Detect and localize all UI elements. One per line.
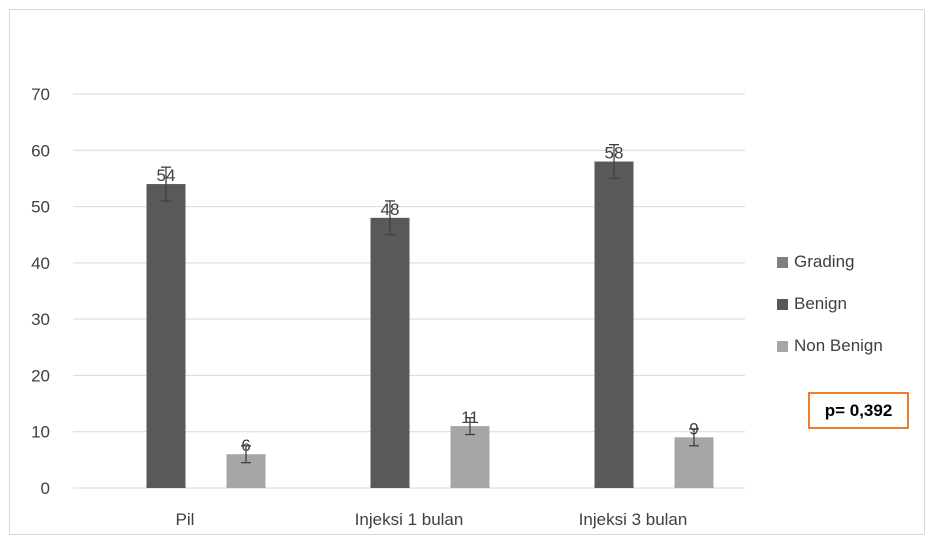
data-label: 54: [157, 166, 176, 185]
bars: [146, 161, 714, 489]
error-bar: [161, 166, 171, 202]
x-axis-ticks: Pil Injeksi 1 bulan Injeksi 3 bulan: [176, 510, 688, 529]
y-tick-label: 30: [31, 310, 50, 329]
data-label: 58: [605, 144, 624, 163]
data-labels: 54 6 48 11 58 9: [157, 144, 699, 456]
error-bar: [385, 200, 395, 236]
legend-label-grading: Grading: [794, 252, 855, 271]
error-bar: [241, 445, 251, 464]
p-value-annotation: p= 0,392: [808, 392, 909, 429]
error-bar: [689, 428, 699, 447]
data-label: 11: [461, 408, 479, 427]
error-bars: [161, 144, 699, 464]
legend-item-non-benign: Non Benign: [777, 336, 883, 356]
legend-swatch-non-benign: [777, 340, 788, 352]
y-axis-ticks: 0 10 20 30 40 50 60 70: [31, 85, 50, 498]
y-tick-label: 60: [31, 141, 50, 160]
y-tick-label: 10: [31, 423, 50, 442]
legend-swatch-benign: [777, 298, 788, 310]
legend-item-benign: Benign: [777, 294, 883, 314]
y-tick-label: 0: [41, 479, 50, 498]
bar-benign: [594, 161, 634, 489]
x-tick-label: Injeksi 3 bulan: [579, 510, 688, 529]
data-label: 48: [381, 200, 400, 219]
error-bar: [609, 144, 619, 180]
error-bar: [465, 416, 475, 436]
y-tick-label: 70: [31, 85, 50, 104]
legend-swatch-grading: [777, 256, 788, 268]
bar-non-benign: [450, 426, 490, 488]
legend-item-grading: Grading: [777, 252, 883, 272]
y-tick-label: 40: [31, 254, 50, 273]
y-tick-label: 20: [31, 366, 50, 385]
legend-label-benign: Benign: [794, 294, 847, 313]
data-label: 6: [241, 436, 250, 455]
bar-benign: [370, 217, 410, 489]
legend: Grading Benign Non Benign: [777, 252, 883, 378]
legend-label-non-benign: Non Benign: [794, 336, 883, 355]
x-tick-label: Injeksi 1 bulan: [355, 510, 464, 529]
x-tick-label: Pil: [176, 510, 195, 529]
bar-benign: [146, 184, 186, 489]
data-label: 9: [689, 419, 698, 438]
y-tick-label: 50: [31, 198, 50, 217]
